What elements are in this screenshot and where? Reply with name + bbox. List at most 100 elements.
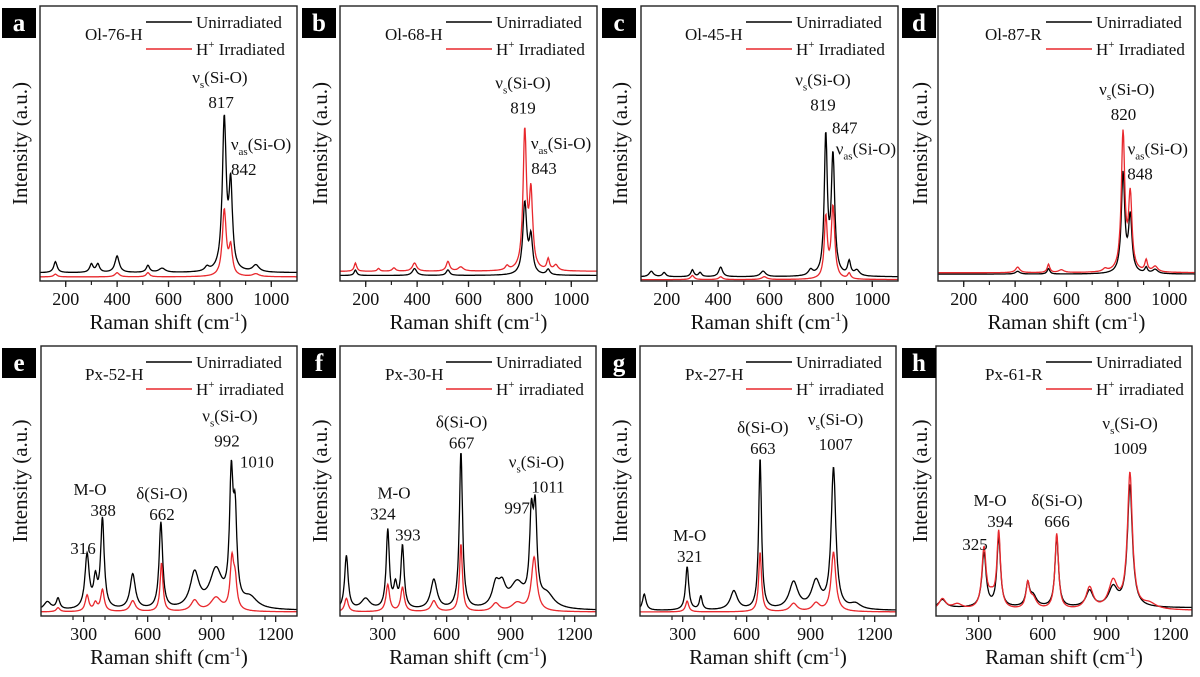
panel-label: c (613, 10, 624, 37)
y-axis-label: Intensity (a.u.) (608, 419, 632, 542)
x-tick-label: 1200 (557, 624, 593, 644)
x-axis-label: Raman shift (cm-1) (691, 309, 849, 334)
annotation-text-end: (Si-O) (507, 73, 550, 92)
sample-name: Ol-76-H (85, 25, 143, 44)
peak-annotation: νas(Si-O) (531, 134, 591, 157)
sample-name: Px-61-R (985, 365, 1043, 384)
panel-label: a (13, 10, 26, 37)
legend-unirradiated-label: Unirradiated (196, 353, 282, 372)
x-axis-label-superscript: -1 (831, 309, 842, 324)
legend-unirradiated-label: Unirradiated (496, 353, 582, 372)
panel-label: e (13, 350, 24, 377)
x-axis-label: Raman shift (cm-1) (389, 644, 547, 669)
x-axis-label-end: ) (841, 310, 848, 334)
annotation-text: ν (1099, 80, 1107, 99)
annotation-text: M-O (673, 526, 706, 545)
peak-annotation: 666 (1044, 512, 1070, 531)
annotation-subscript: s (516, 463, 520, 475)
x-tick-label: 300 (369, 624, 396, 644)
peak-annotation: νas(Si-O) (836, 140, 896, 163)
x-tick-label: 1200 (1153, 624, 1189, 644)
x-tick-label: 600 (455, 289, 482, 309)
peak-annotation: 388 (90, 501, 116, 520)
annotation-text: 848 (1127, 164, 1153, 183)
irradiated-spectrum-line (41, 550, 297, 613)
panel-f: 300 600 900 1200 Raman shift (cm-1) Intensity… (302, 345, 597, 669)
unirradiated-spectrum-line (340, 453, 596, 611)
x-tick-label: 600 (433, 624, 460, 644)
x-axis-label-text: Raman shift (cm (689, 645, 829, 669)
annotation-text: δ(Si-O) (436, 413, 487, 432)
x-tick-label: 200 (352, 289, 379, 309)
x-tick-label: 600 (756, 289, 783, 309)
x-tick-label: 600 (155, 289, 182, 309)
peak-annotation: 847 (832, 119, 858, 138)
x-axis-label: Raman shift (cm-1) (90, 644, 248, 669)
peak-annotation: 394 (987, 512, 1013, 531)
x-axis-label-superscript: -1 (1125, 644, 1136, 659)
legend-irradiated-label: H+ irradiated (496, 379, 584, 399)
legend-irradiated-label: H+ irradiated (1096, 379, 1184, 399)
x-axis-label-text: Raman shift (cm (90, 310, 230, 334)
x-axis-label-superscript: -1 (1128, 309, 1139, 324)
annotation-text: 819 (810, 96, 836, 115)
x-tick-label: 900 (1093, 624, 1120, 644)
peak-annotation: 842 (231, 160, 257, 179)
legend-irradiated-label: H+ Irradiated (1096, 39, 1185, 59)
legend-irradiated-text: H (1096, 380, 1108, 399)
x-axis-label: Raman shift (cm-1) (985, 644, 1143, 669)
y-axis-label: Intensity (a.u.) (608, 82, 632, 205)
panel-label-badge (302, 348, 336, 378)
x-tick-label: 200 (653, 289, 680, 309)
annotation-text: ν (495, 73, 503, 92)
peak-annotation: 1010 (240, 453, 274, 472)
annotation-text: 817 (208, 93, 234, 112)
peak-annotation: 997 (504, 498, 530, 517)
peak-annotation: M-O (377, 483, 410, 502)
legend-irradiated-text: H (196, 380, 208, 399)
x-tick-label: 300 (70, 624, 97, 644)
legend-superscript: + (508, 39, 514, 51)
x-axis-label-text: Raman shift (cm (389, 645, 529, 669)
annotation-text-end: (Si-O) (853, 140, 896, 159)
legend-unirradiated-label: Unirradiated (1096, 13, 1182, 32)
panel-label: d (912, 10, 926, 37)
y-axis-label: Intensity (a.u.) (908, 419, 932, 542)
x-tick-label: 900 (497, 624, 524, 644)
legend-irradiated-label: H+ Irradiated (496, 39, 585, 59)
unirradiated-spectrum-line (938, 170, 1195, 275)
annotation-text: 819 (510, 98, 536, 117)
peak-annotation: 1011 (531, 477, 564, 496)
irradiated-spectrum-line (40, 207, 297, 278)
legend-irradiated-text-end: irradiated (1115, 380, 1185, 399)
x-tick-label: 600 (1053, 289, 1080, 309)
panel-label-badge (2, 348, 36, 378)
annotation-subscript: s (1107, 91, 1111, 103)
peak-annotation: δ(Si-O) (737, 418, 788, 437)
annotation-text: 321 (677, 547, 703, 566)
annotation-text-end: (Si-O) (521, 452, 564, 471)
legend-irradiated-text-end: irradiated (515, 380, 585, 399)
x-axis-label-text: Raman shift (cm (985, 645, 1125, 669)
peak-annotation: 324 (370, 504, 396, 523)
peak-annotation: νs(Si-O) (795, 71, 850, 94)
annotation-text: 666 (1044, 512, 1070, 531)
annotation-text: ν (192, 68, 200, 87)
peak-annotation: 662 (149, 505, 175, 524)
legend-superscript: + (808, 379, 814, 391)
x-tick-label: 300 (965, 624, 992, 644)
legend-irradiated-label: H+ irradiated (796, 379, 884, 399)
x-tick-label: 800 (206, 289, 233, 309)
peak-annotation: 848 (1127, 164, 1153, 183)
legend-unirradiated-label: Unirradiated (796, 353, 882, 372)
legend-irradiated-text-end: Irradiated (1115, 40, 1186, 59)
irradiated-spectrum-line (640, 551, 896, 613)
sample-name: Px-52-H (85, 365, 144, 384)
peak-annotation: 316 (70, 539, 96, 558)
annotation-subscript: as (539, 145, 548, 157)
annotation-text: 1011 (531, 477, 564, 496)
peak-annotation: 819 (810, 96, 836, 115)
